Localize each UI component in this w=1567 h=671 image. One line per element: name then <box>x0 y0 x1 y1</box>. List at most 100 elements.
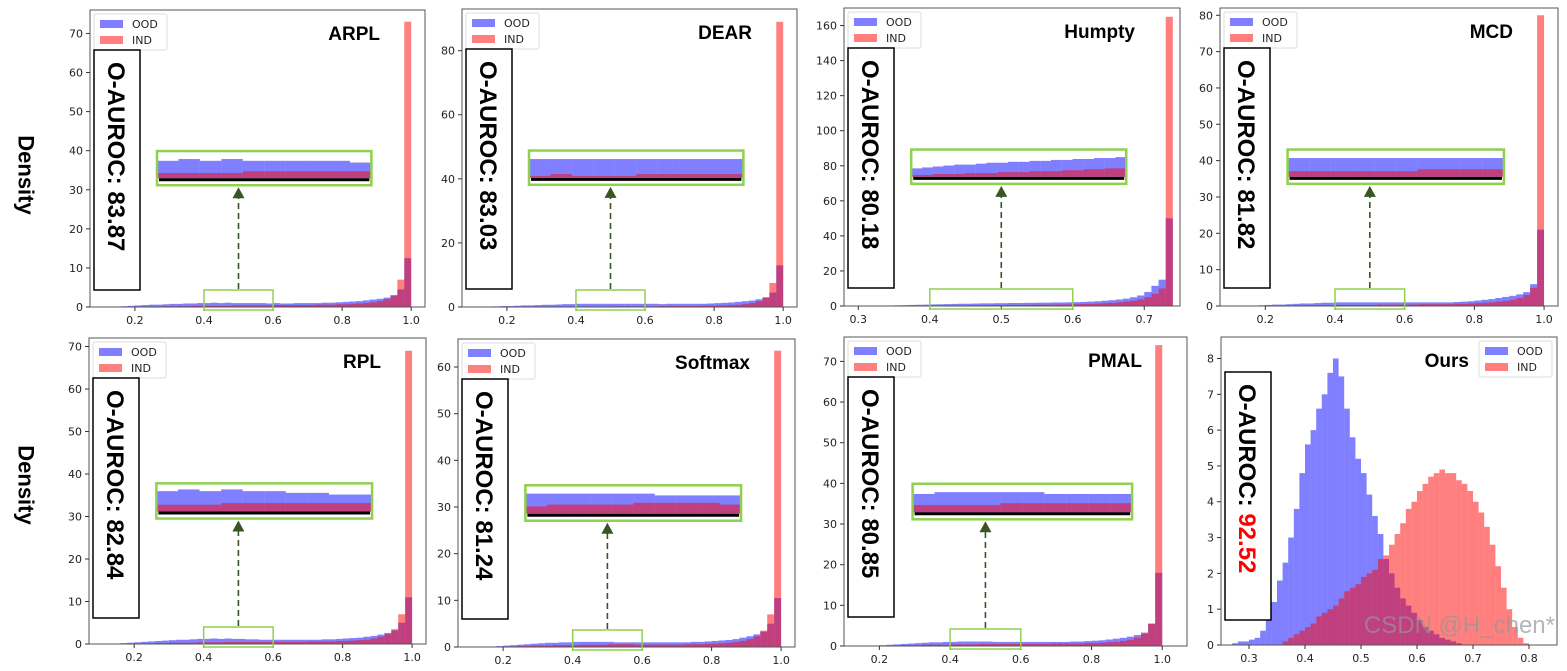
bar-ind <box>642 644 650 647</box>
legend-label: OOD <box>131 346 157 359</box>
inset-bar-ind <box>978 504 1001 513</box>
bar-ood <box>176 303 184 307</box>
bar-ind <box>189 642 197 644</box>
inset-bar-ind <box>178 172 200 179</box>
y-tick-label: 60 <box>68 383 82 396</box>
x-tick-label: 0.7 <box>1464 652 1482 665</box>
bar-ind <box>293 641 301 644</box>
inset-bar-ood <box>593 159 615 178</box>
legend-swatch-ind <box>1230 34 1253 42</box>
inset-bar-ind <box>1504 169 1526 177</box>
bar-ind <box>1509 299 1517 306</box>
y-tick-label: 10 <box>437 594 451 607</box>
inset-bar-ind <box>264 171 286 179</box>
legend-label: IND <box>1517 361 1537 374</box>
y-tick-label: 70 <box>823 355 837 368</box>
bar-ind <box>238 641 246 644</box>
bar-ind <box>1501 587 1507 645</box>
inset-bars <box>156 489 373 512</box>
bar-ood <box>624 303 632 307</box>
panel-mcd: 0.2 0.4 0.6 0.8 1.0 0 10 20 30 40 50 60 70 80 OOD IND MC… <box>1199 7 1559 326</box>
bar-ind <box>1362 304 1370 306</box>
inset-bar-ood <box>900 169 911 177</box>
bar-ood <box>951 303 959 306</box>
inset-bar-ind <box>156 504 178 512</box>
inset-bar-ind <box>1104 168 1116 177</box>
panel-dear: 0.2 0.4 0.6 0.8 1.0 0 20 40 60 80 OOD IND DEAR O-AURO… <box>441 8 1150 327</box>
metric-text: O-AUROC: 81.24 <box>470 391 497 581</box>
y-tick-label: 30 <box>1199 191 1213 204</box>
y-tick-label: 30 <box>437 501 451 514</box>
y-tick-label: 60 <box>823 396 837 409</box>
inset-bar-ind <box>1066 503 1089 513</box>
bar-ood <box>197 303 204 307</box>
inset-bar-ind <box>285 171 308 179</box>
bar-ood <box>245 639 253 644</box>
bar-ood <box>517 644 525 647</box>
legend-label: OOD <box>1517 345 1543 358</box>
inset-bar-ood <box>418 499 440 514</box>
bar-ood <box>994 303 1002 306</box>
bar-ood <box>231 638 239 644</box>
bar-ind <box>950 644 958 646</box>
y-tick-label: 20 <box>441 237 455 250</box>
bar-ind <box>168 642 176 644</box>
bar-ind <box>614 644 622 647</box>
inset-bar-ood <box>932 166 944 177</box>
y-tick-label: 10 <box>68 596 82 609</box>
bar-ind <box>1394 533 1401 645</box>
inset-bars <box>418 493 828 514</box>
panel-title: DEAR <box>698 23 752 44</box>
bar-ood <box>579 641 587 647</box>
x-tick-label: 1.0 <box>402 314 420 327</box>
bar-ind <box>273 305 280 307</box>
bar-ood <box>922 304 930 306</box>
bar-ood <box>1044 302 1052 306</box>
x-tick-label: 0.2 <box>125 651 143 664</box>
bar-ind <box>279 305 287 307</box>
inset-bar-ind <box>242 503 265 512</box>
bar-ind <box>1488 302 1496 306</box>
inset-bar-ind <box>806 505 828 514</box>
inset-bar-ind <box>1040 171 1051 177</box>
metric-value: 81.24 <box>470 520 497 581</box>
metric-box <box>1224 371 1272 621</box>
bar-ood <box>1072 302 1080 306</box>
bar-ind <box>739 640 747 647</box>
bar-ood <box>928 642 936 646</box>
y-tick-label: 10 <box>69 262 83 275</box>
bar-ind <box>734 304 742 307</box>
bar-ood <box>929 304 937 306</box>
bar-ood <box>562 304 570 307</box>
bar-ind <box>1327 609 1333 645</box>
bar-ood <box>169 303 177 307</box>
bar-ind <box>1119 641 1127 646</box>
bar-ind <box>259 641 267 644</box>
y-tick-label: 0 <box>448 301 455 314</box>
bar-ind <box>964 644 972 646</box>
legend: OOD IND <box>1478 340 1553 378</box>
bar-ind <box>586 644 594 647</box>
bar-ood <box>1277 580 1283 645</box>
bar-ind <box>1299 630 1305 645</box>
y-tick-label: 60 <box>823 195 837 208</box>
bar-ind <box>707 305 715 307</box>
bar-ood <box>1265 304 1273 306</box>
bar-ind <box>383 299 391 307</box>
bar-ood <box>651 303 659 307</box>
bar-ood <box>548 304 556 307</box>
inset-bar-ood <box>997 162 1008 177</box>
bar-ind <box>1489 544 1496 645</box>
x-tick-label: 0.7 <box>1136 313 1154 326</box>
inset-frame <box>909 148 1128 186</box>
inset-bars <box>157 159 372 179</box>
inset-bar-ood <box>1137 155 1148 177</box>
bar-ood <box>1361 473 1367 645</box>
panel-rpl: 0.2 0.4 0.6 0.8 1.0 0 10 20 30 40 50 60 70 OOD IND RPL O… <box>68 337 427 664</box>
bar-ood <box>707 303 715 307</box>
bar-ind <box>530 645 538 647</box>
inset-bar-ood <box>1129 93 1150 177</box>
zoom-arrow-head <box>232 520 245 532</box>
bar-ind <box>1151 293 1159 306</box>
bar-ind <box>1383 555 1389 645</box>
